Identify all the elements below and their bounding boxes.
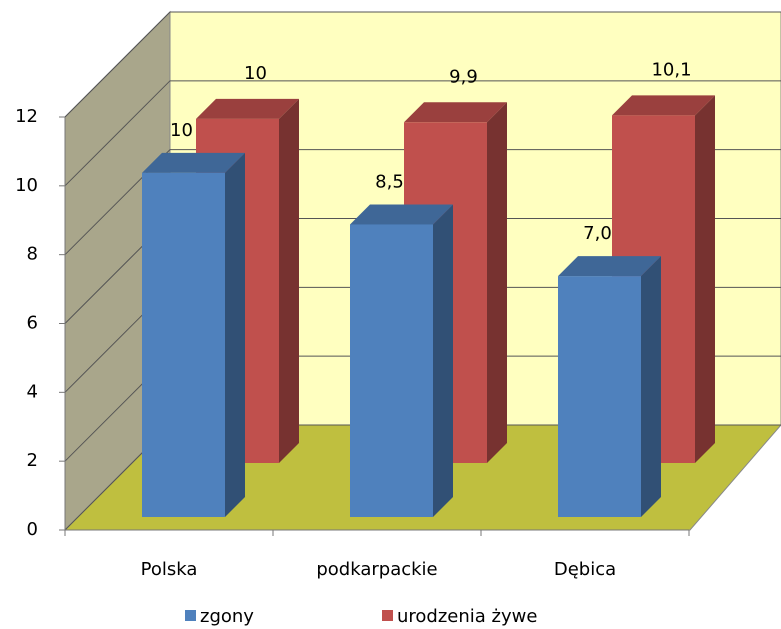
y-tick-label: 10: [15, 175, 38, 196]
bar-side: [641, 256, 661, 517]
bar-top: [196, 98, 299, 119]
y-tick-label: 8: [27, 244, 38, 265]
legend-label: urodzenia żywe: [397, 606, 537, 627]
legend-swatch: [382, 610, 393, 621]
bar-top: [404, 102, 507, 123]
y-tick-label: 2: [27, 450, 38, 471]
bar-side: [487, 102, 507, 464]
bar-top: [142, 152, 245, 173]
y-tick-label: 12: [15, 106, 38, 127]
bar-top: [350, 204, 453, 225]
data-label: 9,9: [449, 66, 478, 87]
data-label: 10,1: [651, 59, 691, 80]
bar-side: [279, 98, 299, 463]
x-tick-label: Dębica: [554, 559, 616, 580]
legend-swatch: [185, 610, 196, 621]
x-tick-label: podkarpackie: [316, 559, 437, 580]
bar-side: [225, 152, 245, 518]
bar-top: [558, 256, 661, 277]
data-label: 10: [170, 120, 193, 141]
x-tick-label: Polska: [141, 559, 198, 580]
bar: [558, 276, 641, 517]
y-tick-label: 4: [27, 381, 38, 402]
bar-top: [612, 95, 715, 116]
grid-line: [64, 80, 781, 187]
data-label: 7,0: [583, 223, 612, 244]
y-tick-label: 0: [27, 519, 38, 540]
bar-side: [695, 95, 715, 464]
data-label: 10: [244, 63, 267, 84]
grid-line: [64, 149, 781, 256]
grid-line: [64, 11, 781, 118]
bar: [142, 172, 225, 518]
data-label: 8,5: [375, 171, 404, 192]
bar-side: [433, 204, 453, 518]
bar: [350, 224, 433, 518]
legend-label: zgony: [200, 606, 254, 627]
y-tick-label: 6: [27, 313, 38, 334]
